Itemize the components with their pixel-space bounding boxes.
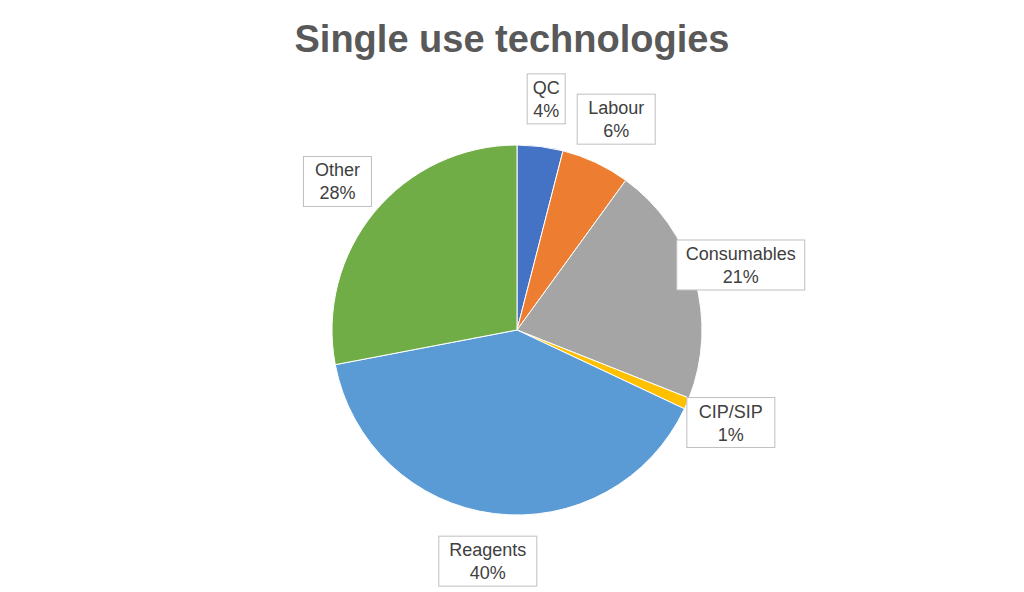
svg-text:QC: QC	[533, 78, 560, 98]
svg-text:Labour: Labour	[588, 98, 644, 118]
svg-text:1%: 1%	[718, 425, 744, 445]
html-text:Single use technologies: Single use technologies	[294, 18, 730, 60]
svg-text:Reagents: Reagents	[449, 540, 526, 560]
svg-text:21%: 21%	[723, 267, 759, 287]
svg-text:4%: 4%	[533, 101, 559, 121]
svg-text:40%: 40%	[470, 563, 506, 583]
svg-text:Consumables: Consumables	[686, 244, 796, 264]
svg-text:6%: 6%	[603, 121, 629, 141]
svg-text:28%: 28%	[319, 183, 355, 203]
svg-text:Other: Other	[315, 160, 360, 180]
svg-text:CIP/SIP: CIP/SIP	[699, 402, 763, 422]
